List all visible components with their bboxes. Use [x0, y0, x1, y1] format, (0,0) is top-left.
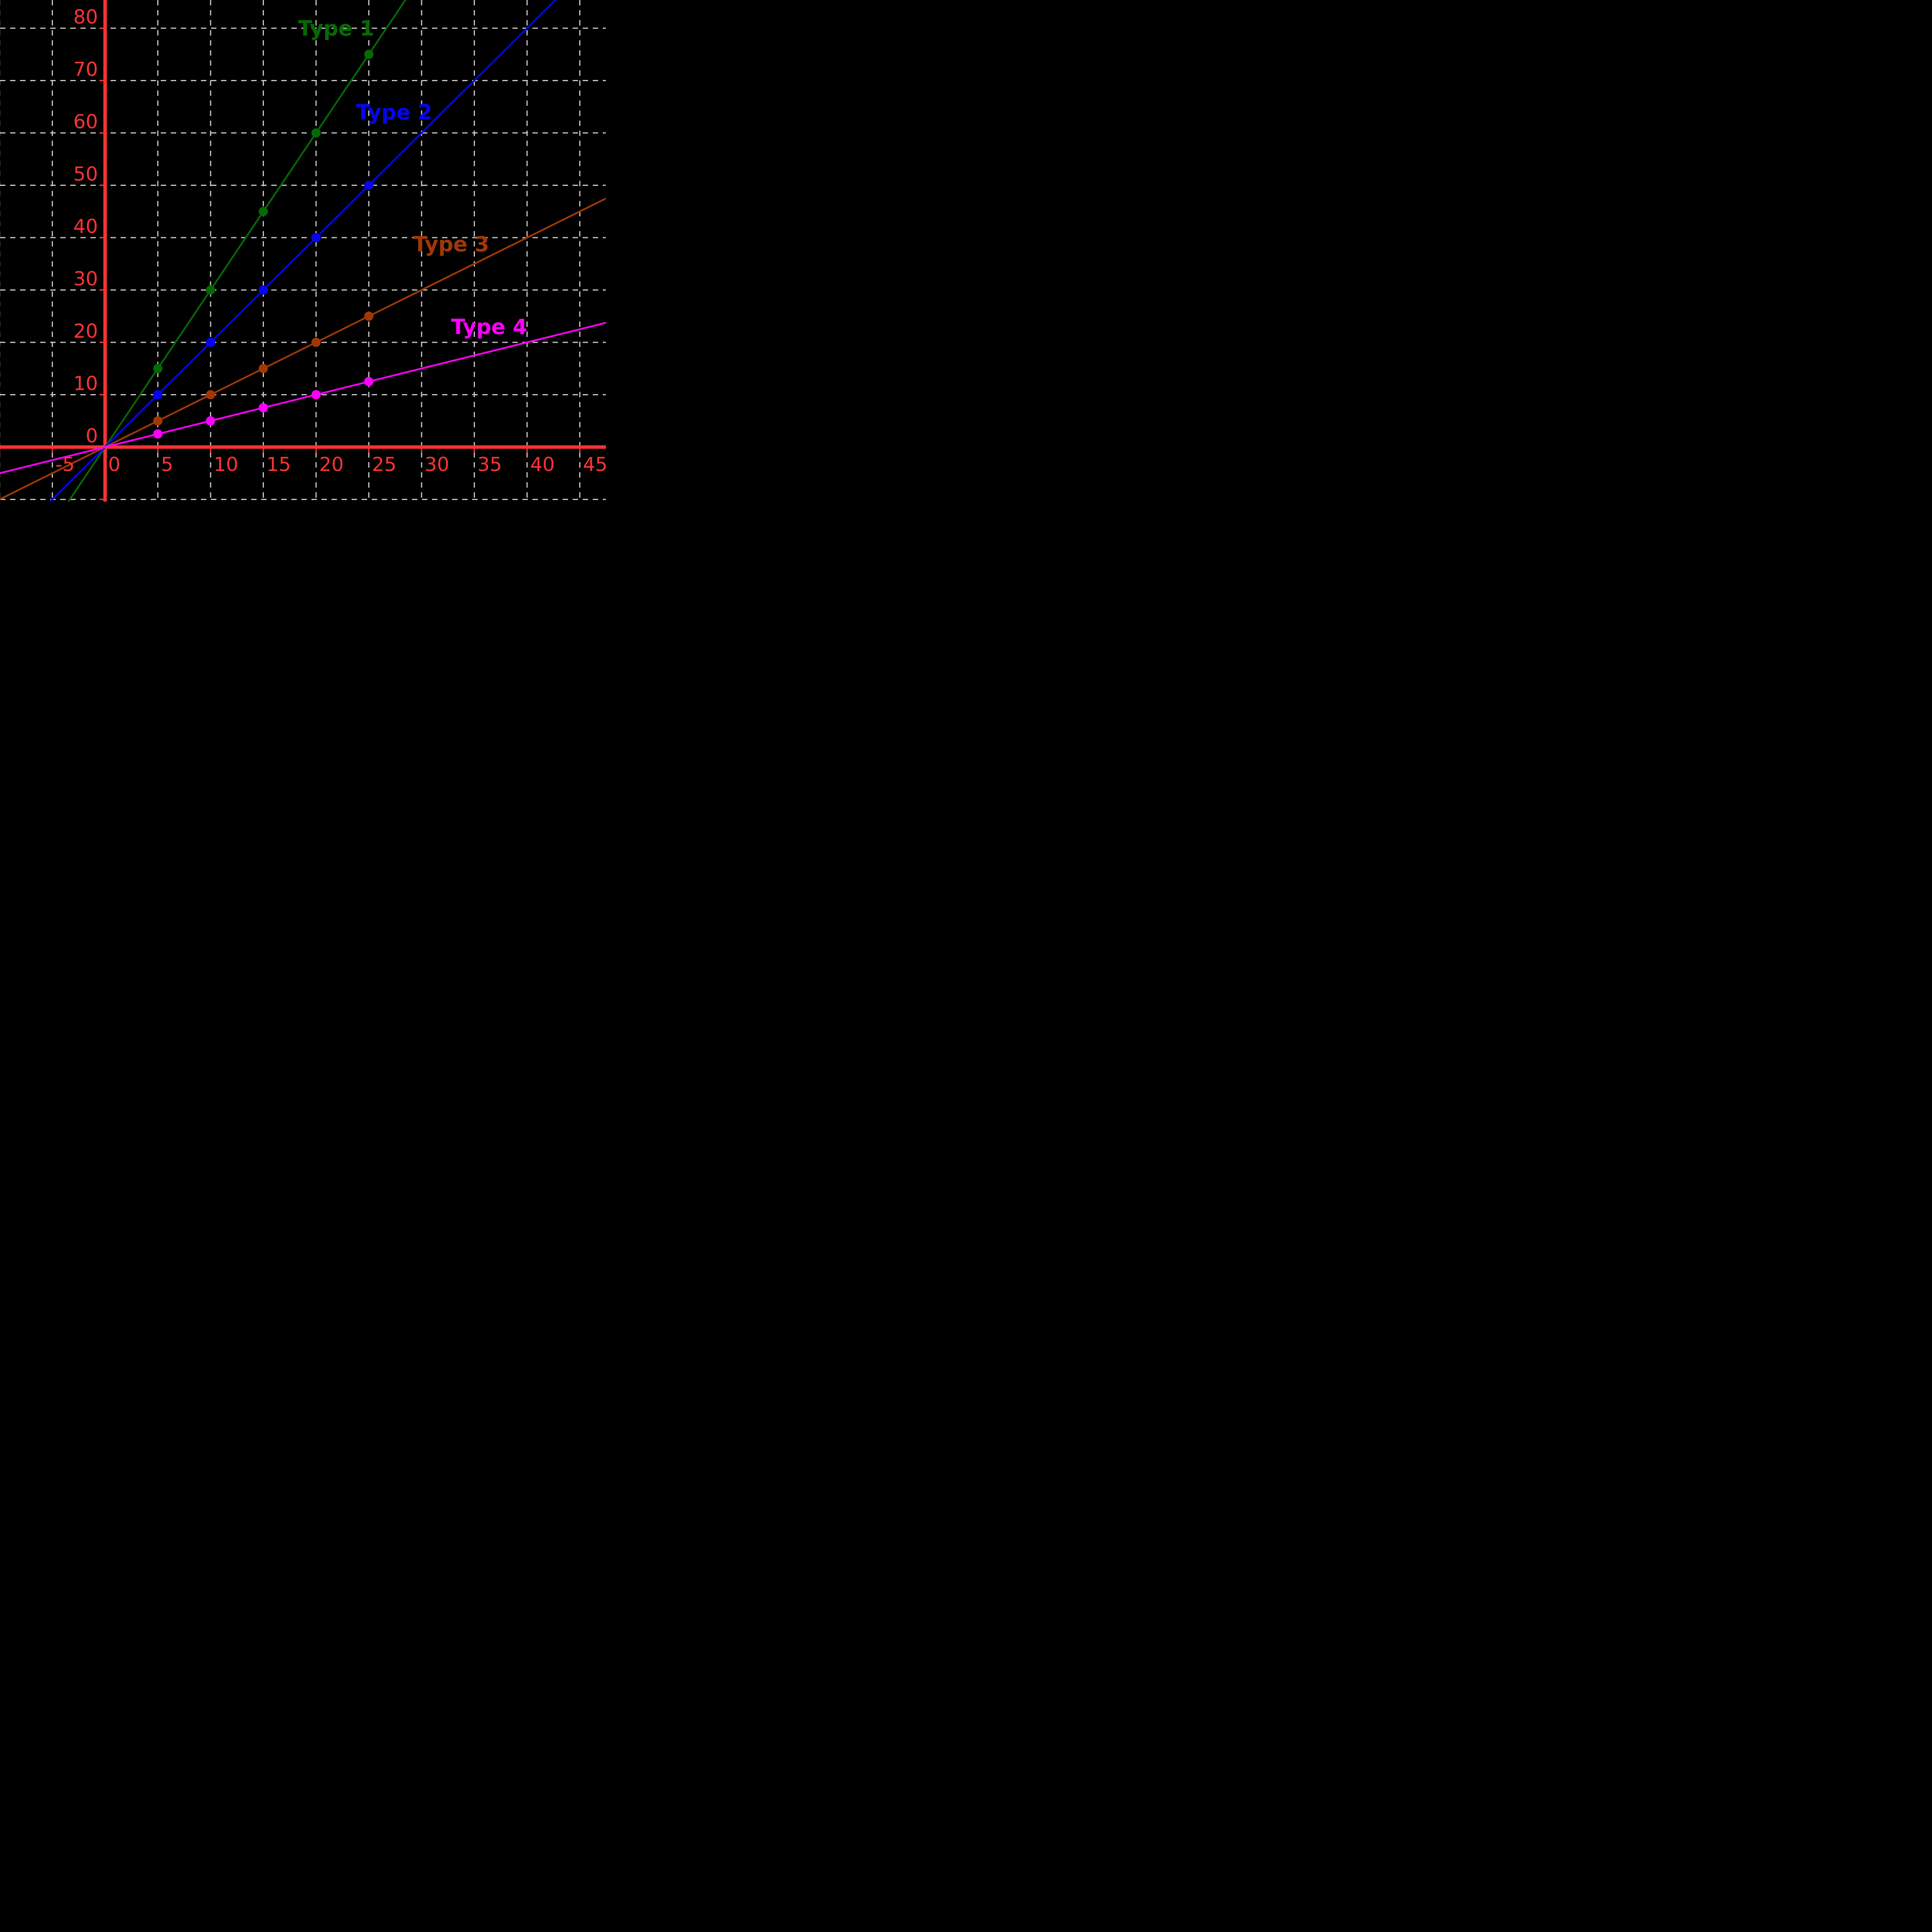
y-axis-label-80: 80	[73, 6, 98, 28]
data-point-type-4-10	[206, 416, 215, 426]
y-axis-label-30: 30	[73, 267, 98, 290]
x-axis-label-5: 5	[161, 453, 173, 476]
y-axis-label-60: 60	[73, 111, 98, 133]
data-point-type-4-5	[153, 429, 163, 439]
x-axis-label-30: 30	[425, 453, 449, 476]
chart-canvas: -5 0 5 10 15 20 25 30 35 40 45 0 10 20 30 40 50 60 70 80 Typ…	[0, 0, 606, 502]
series-label-type-2: Type 2	[356, 100, 432, 124]
data-point-type-1-15	[259, 207, 268, 216]
series-line-type-2	[49, 0, 557, 502]
data-point-type-3-15	[259, 364, 268, 373]
x-axis-label-40: 40	[530, 453, 555, 476]
x-axis-label--5: -5	[55, 453, 75, 476]
y-axis-label-40: 40	[73, 215, 98, 238]
series-line-type-1	[67, 0, 406, 502]
series-label-type-4: Type 4	[451, 315, 527, 339]
y-axis-label-50: 50	[73, 163, 98, 185]
data-point-type-2-20	[311, 233, 321, 242]
data-point-type-2-5	[153, 390, 163, 400]
y-axis-label-70: 70	[73, 58, 98, 81]
data-point-type-1-25	[364, 49, 374, 59]
data-point-type-2-25	[364, 180, 374, 190]
y-axis-label-10: 10	[73, 372, 98, 395]
data-point-type-4-20	[311, 390, 321, 400]
data-point-type-3-10	[206, 390, 215, 400]
data-point-type-1-20	[311, 128, 321, 138]
data-point-type-2-15	[259, 285, 268, 295]
series-label-type-1: Type 1	[298, 16, 374, 41]
x-axis-label-35: 35	[478, 453, 502, 476]
x-axis-label-45: 45	[583, 453, 606, 476]
data-point-type-3-25	[364, 311, 374, 321]
series-label-type-3: Type 3	[413, 232, 489, 256]
y-axis-label-0: 0	[86, 425, 98, 447]
x-axis-label-20: 20	[319, 453, 344, 476]
data-point-type-1-10	[206, 285, 215, 295]
series-line-type-4	[0, 322, 606, 474]
series-line-type-3	[0, 197, 606, 500]
data-point-type-1-5	[153, 364, 163, 373]
x-axis-label-0: 0	[108, 453, 121, 476]
data-point-type-2-10	[206, 337, 215, 347]
x-axis-label-10: 10	[214, 453, 238, 476]
data-point-type-3-5	[153, 416, 163, 426]
y-axis-label-20: 20	[73, 320, 98, 342]
x-axis-label-15: 15	[266, 453, 291, 476]
data-point-type-3-20	[311, 337, 321, 347]
data-point-type-4-25	[364, 377, 374, 386]
x-axis-label-25: 25	[372, 453, 397, 476]
chart: -5 0 5 10 15 20 25 30 35 40 45 0 10 20 30 40 50 60 70 80 Typ…	[0, 0, 606, 502]
data-point-type-4-15	[259, 403, 268, 413]
